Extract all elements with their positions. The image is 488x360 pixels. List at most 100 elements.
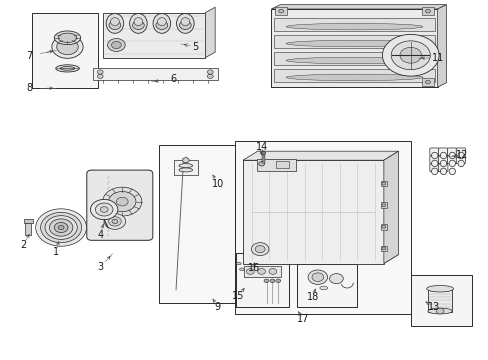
Circle shape [97, 74, 103, 78]
Ellipse shape [448, 152, 455, 159]
Bar [32, 13, 98, 88]
Bar [243, 160, 383, 264]
Text: 18: 18 [306, 292, 319, 302]
Circle shape [107, 39, 125, 51]
Ellipse shape [239, 268, 244, 271]
Circle shape [269, 279, 274, 283]
Ellipse shape [285, 74, 422, 81]
Bar [102, 13, 205, 58]
Ellipse shape [439, 152, 446, 159]
Circle shape [329, 274, 343, 284]
Circle shape [49, 219, 73, 236]
Circle shape [58, 225, 64, 230]
Circle shape [108, 217, 121, 226]
Circle shape [381, 204, 385, 207]
Text: 1: 1 [53, 247, 59, 257]
Circle shape [381, 247, 385, 250]
Ellipse shape [285, 40, 422, 47]
Bar [236, 253, 288, 307]
Circle shape [102, 187, 142, 216]
Text: 9: 9 [214, 302, 220, 312]
Bar [380, 224, 386, 230]
Circle shape [57, 39, 78, 55]
Circle shape [90, 199, 118, 220]
Bar [256, 159, 295, 171]
Bar [273, 52, 434, 65]
Text: 14: 14 [255, 141, 267, 152]
Ellipse shape [60, 67, 75, 70]
Circle shape [54, 222, 68, 233]
Ellipse shape [58, 33, 77, 42]
Bar [297, 264, 356, 307]
Ellipse shape [56, 65, 79, 72]
Circle shape [425, 80, 429, 84]
Text: 15: 15 [232, 291, 244, 301]
Circle shape [311, 273, 323, 282]
Ellipse shape [54, 31, 81, 45]
Ellipse shape [181, 18, 189, 26]
Bar [25, 223, 31, 235]
FancyBboxPatch shape [447, 148, 456, 156]
Ellipse shape [439, 168, 446, 175]
FancyBboxPatch shape [429, 148, 438, 156]
Ellipse shape [106, 14, 123, 33]
FancyBboxPatch shape [447, 156, 456, 164]
Bar [273, 69, 434, 82]
Ellipse shape [448, 168, 455, 175]
Text: 2: 2 [20, 240, 26, 250]
Circle shape [109, 21, 121, 30]
Ellipse shape [426, 285, 453, 292]
Circle shape [425, 9, 429, 13]
FancyBboxPatch shape [455, 148, 465, 156]
Ellipse shape [179, 168, 192, 172]
Text: 4: 4 [97, 230, 103, 240]
Circle shape [112, 219, 118, 224]
Bar [421, 7, 433, 15]
Circle shape [182, 158, 189, 163]
Circle shape [95, 203, 113, 216]
Circle shape [179, 21, 191, 30]
Circle shape [108, 192, 136, 212]
Polygon shape [271, 5, 446, 9]
Text: 7: 7 [26, 51, 32, 61]
Ellipse shape [176, 14, 194, 33]
Ellipse shape [153, 14, 170, 33]
Text: 10: 10 [211, 179, 224, 189]
Circle shape [104, 213, 125, 229]
Bar [244, 266, 281, 277]
FancyBboxPatch shape [87, 170, 152, 240]
Ellipse shape [129, 14, 147, 33]
Ellipse shape [457, 152, 463, 159]
Bar [261, 155, 264, 163]
Circle shape [435, 308, 443, 314]
Circle shape [260, 151, 265, 155]
Circle shape [255, 246, 264, 253]
Bar [273, 18, 434, 31]
Circle shape [382, 34, 438, 76]
Bar [276, 161, 288, 168]
Circle shape [258, 162, 264, 166]
Ellipse shape [457, 160, 463, 167]
Circle shape [207, 74, 213, 78]
Circle shape [36, 209, 86, 246]
Circle shape [111, 41, 121, 49]
Text: 5: 5 [192, 42, 198, 52]
Polygon shape [383, 151, 398, 264]
FancyBboxPatch shape [429, 156, 438, 164]
Bar [173, 160, 198, 175]
Ellipse shape [179, 163, 192, 167]
Text: 16: 16 [247, 263, 260, 273]
Bar [159, 145, 234, 303]
Ellipse shape [285, 57, 422, 64]
Circle shape [251, 243, 268, 256]
Ellipse shape [134, 18, 142, 26]
Circle shape [246, 269, 254, 274]
Circle shape [257, 269, 265, 274]
Circle shape [278, 9, 283, 13]
Circle shape [45, 216, 77, 239]
FancyBboxPatch shape [455, 156, 465, 164]
Ellipse shape [110, 18, 119, 26]
Circle shape [97, 70, 103, 74]
Bar [410, 275, 471, 326]
Text: 6: 6 [170, 74, 176, 84]
